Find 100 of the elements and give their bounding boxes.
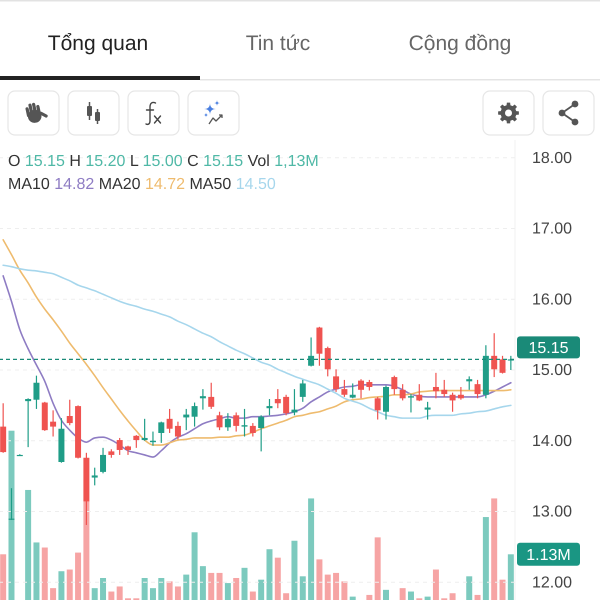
y-tick-label: 18.00 [532,150,572,167]
text: Cộng đồng [408,32,512,55]
bar [92,588,98,600]
candlestick [142,418,148,442]
candlestick [458,386,464,400]
text: 1.13M [526,546,571,564]
bar [150,588,156,600]
bar [216,572,223,600]
line-series [2,275,512,458]
text: O 15.15 H 15.20 L 15.00 C 15.15 Vol 1,13M [8,153,319,170]
line-series [2,238,512,446]
bar [250,592,256,600]
bar [58,571,64,600]
candlestick [216,411,223,431]
y-tick-label: 15.00 [532,362,572,380]
candlestick [224,412,231,432]
candlestick [441,379,448,398]
bar [183,574,190,600]
bar [366,594,372,600]
bar [491,498,498,600]
bar [450,593,456,600]
candlestick [474,379,481,399]
bar [142,578,148,600]
bar [116,586,123,600]
candlestick [366,379,372,392]
bar [400,588,406,600]
candlestick [50,410,56,438]
bar [432,570,439,600]
bar [291,540,298,600]
candlestick [391,375,398,396]
candlestick [158,421,164,444]
ref-line-label: 15.15 [528,340,569,357]
candlestick [450,392,456,412]
bar [8,430,14,600]
bar [300,576,306,600]
candlestick [183,408,190,431]
candlestick [491,332,498,378]
bar [208,572,214,600]
candlestick [233,412,240,432]
candlestick [100,447,106,474]
bar [174,586,181,600]
bar [224,583,231,600]
candlestick [266,398,272,416]
candlestick [192,402,198,428]
candlestick [166,408,173,434]
bar [33,542,40,600]
text: Tổng quan [48,32,148,55]
candlestick [116,437,123,456]
y-tick-label: 14.00 [532,432,572,450]
bar [424,596,431,600]
candlestick [66,399,73,426]
bar [474,594,481,600]
candlestick [125,445,131,456]
candlestick [258,414,264,452]
bar [283,593,290,600]
y-tick-label: 16.00 [532,291,572,308]
candlestick [8,488,14,521]
bar [25,490,32,600]
bar [50,588,56,600]
bar [100,578,106,600]
bar [274,558,281,600]
bar [75,552,82,600]
candlestick [341,379,348,398]
bar [383,590,389,600]
candlestick [274,388,281,409]
candlestick [174,421,181,440]
candlestick [283,394,290,416]
bar [192,532,198,600]
candlestick [466,376,472,390]
candlestick [92,467,98,486]
bar [166,581,173,600]
line-series [2,264,512,419]
y-tick-label: 12.00 [532,574,572,592]
candlestick [324,346,331,377]
candlestick [133,434,140,448]
candlestick [242,408,248,438]
bar [158,578,164,600]
bar [333,572,340,600]
bar [233,578,240,600]
bar [242,568,248,600]
candlestick [432,372,439,399]
text: Tin tức [246,32,310,55]
bar [408,592,414,600]
y-tick-label: 13.00 [532,504,572,521]
candlestick [200,388,206,410]
bar [350,596,356,600]
candlestick [416,384,422,402]
bar [500,580,506,600]
candlestick [308,336,314,368]
bar [374,537,381,600]
candlestick [250,422,256,438]
bar [0,554,6,600]
annotation: MA10 14.82 MA20 14.72 MA50 14.50 [8,176,276,193]
candlestick [500,355,506,374]
bar [258,580,264,600]
bar [308,498,314,600]
candlestick [291,388,298,416]
candlestick [208,382,214,410]
candlestick [400,384,406,402]
bar [108,592,114,600]
